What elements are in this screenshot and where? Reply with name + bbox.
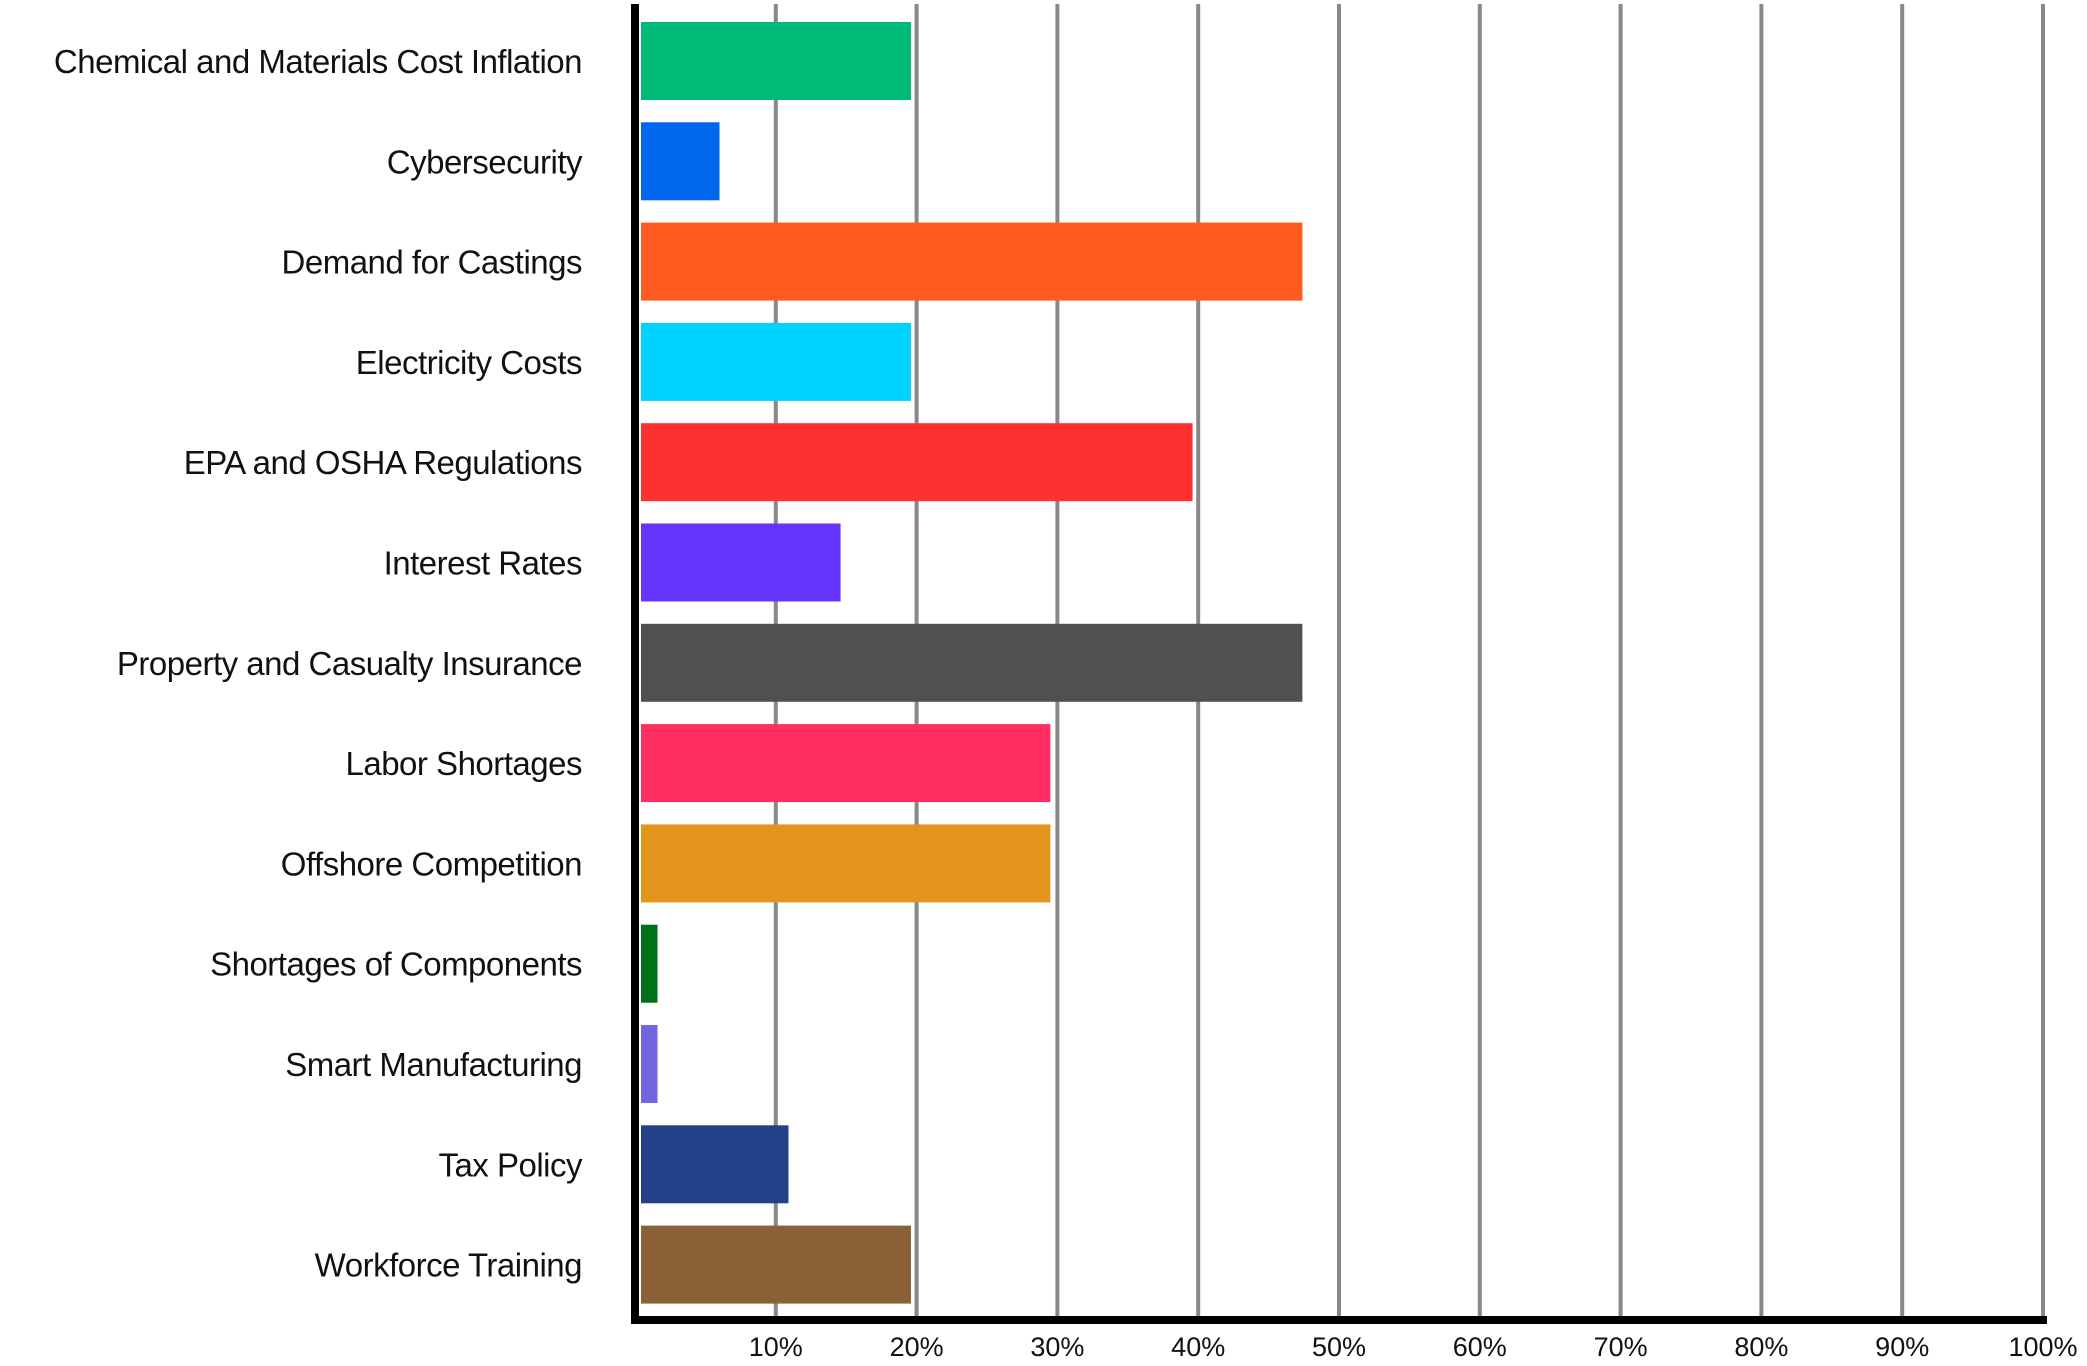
bar [641, 1225, 911, 1304]
x-tick-label: 20% [890, 1332, 944, 1362]
bar [641, 924, 658, 1003]
bar [641, 322, 911, 401]
bar [641, 724, 1051, 803]
axes [631, 4, 2047, 1324]
x-tick-label: 40% [1171, 1332, 1225, 1362]
bar [641, 1025, 658, 1103]
bars [641, 22, 1303, 1304]
category-label: Chemical and Materials Cost Inflation [54, 43, 582, 80]
bar [641, 122, 720, 201]
category-label: Demand for Castings [282, 244, 582, 281]
category-label: Interest Rates [384, 545, 582, 582]
bar [641, 824, 1051, 903]
category-label: Property and Casualty Insurance [117, 645, 582, 682]
x-tick-label: 30% [1030, 1332, 1084, 1362]
category-label: EPA and OSHA Regulations [184, 444, 582, 481]
category-labels: Chemical and Materials Cost Inflation Cyb… [54, 43, 584, 1284]
x-tick-label: 100% [2008, 1332, 2077, 1362]
category-label: Labor Shortages [345, 745, 582, 782]
category-label: Electricity Costs [356, 344, 582, 381]
bar [641, 523, 841, 602]
x-tick-label: 90% [1875, 1332, 1929, 1362]
category-label: Offshore Competition [281, 845, 582, 882]
bar [641, 1125, 789, 1204]
x-tick-label: 10% [749, 1332, 803, 1362]
x-tick-labels: 10% 20% 30% 40% 50% 60% 70% 80% 90% 100% [749, 1332, 2078, 1362]
category-label: Workforce Training [315, 1247, 582, 1284]
x-tick-label: 80% [1734, 1332, 1788, 1362]
bar [641, 22, 911, 100]
category-label: Cybersecurity [387, 143, 583, 180]
category-label: Shortages of Components [210, 946, 582, 983]
bar [641, 222, 1303, 301]
x-tick-label: 70% [1594, 1332, 1648, 1362]
x-tick-label: 50% [1312, 1332, 1366, 1362]
bar [641, 423, 1193, 502]
category-label: Tax Policy [438, 1146, 583, 1183]
bar [641, 623, 1303, 702]
category-label: Smart Manufacturing [285, 1046, 582, 1083]
x-tick-label: 60% [1453, 1332, 1507, 1362]
